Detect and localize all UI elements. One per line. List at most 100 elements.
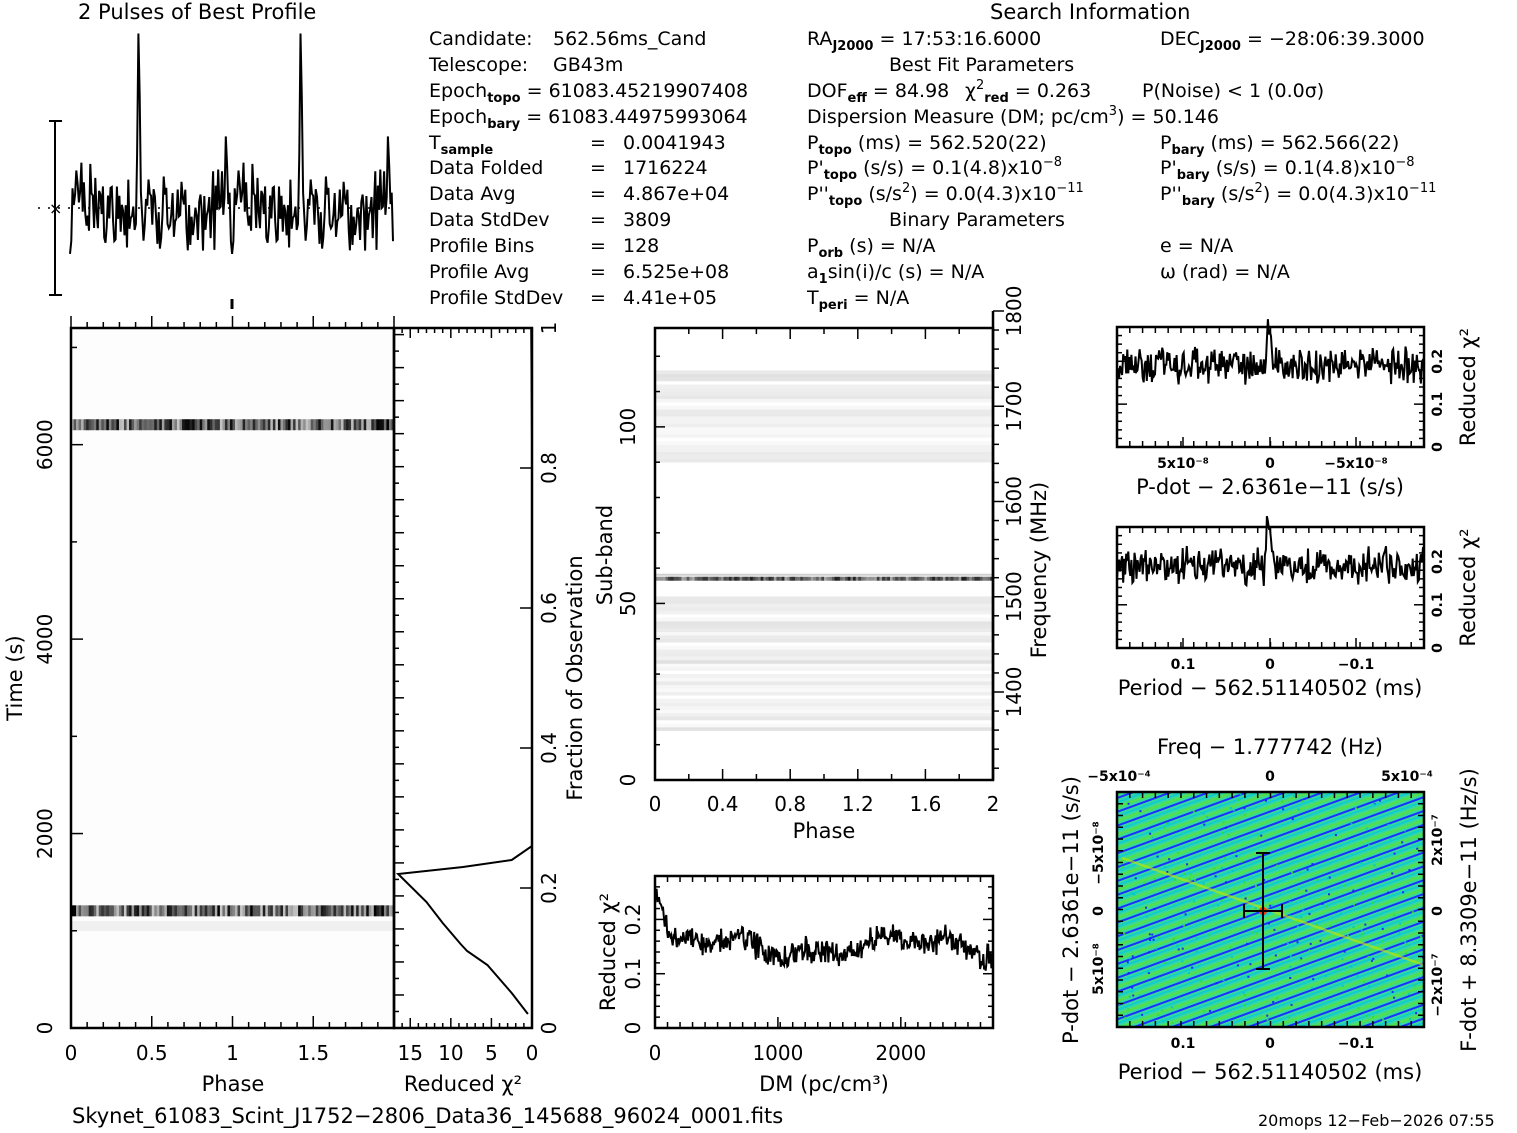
heatmap-cell bbox=[1151, 933, 1154, 936]
heatmap-cell bbox=[1193, 900, 1196, 903]
heatmap-cell bbox=[335, 419, 339, 431]
y-tick-label: 6000 bbox=[33, 419, 57, 470]
heatmap-cell bbox=[353, 905, 357, 917]
bright-subband-cell bbox=[919, 576, 923, 581]
heatmap-cell bbox=[1168, 858, 1171, 861]
heatmap-cell bbox=[250, 905, 253, 917]
heatmap-cell bbox=[194, 905, 198, 917]
heatmap-cell bbox=[199, 419, 203, 431]
x-tick-label: 1 bbox=[226, 1041, 239, 1065]
heatmap-cell bbox=[202, 419, 206, 431]
heatmap-cell bbox=[267, 419, 271, 431]
heatmap-cell bbox=[1381, 927, 1384, 930]
subband-row bbox=[656, 573, 992, 576]
heatmap-cell bbox=[1184, 873, 1187, 876]
heatmap-cell bbox=[1368, 985, 1371, 988]
heatmap-cell bbox=[1386, 974, 1389, 977]
heatmap-cell bbox=[108, 419, 112, 431]
heatmap-cell bbox=[1287, 942, 1290, 945]
subband-row bbox=[656, 441, 992, 445]
bright-subband-cell bbox=[824, 576, 827, 581]
heatmap-cell bbox=[1404, 829, 1407, 832]
bright-subband-cell bbox=[678, 576, 682, 581]
bright-subband-cell bbox=[948, 576, 952, 581]
heatmap-cell bbox=[129, 419, 132, 431]
heatmap-cell bbox=[1221, 831, 1224, 834]
heatmap-cell bbox=[116, 419, 120, 431]
heatmap-cell bbox=[373, 419, 377, 431]
subband-row bbox=[656, 681, 992, 685]
heatmap-cell bbox=[358, 905, 362, 917]
heatmap-cell bbox=[86, 905, 89, 917]
bright-subband-cell bbox=[961, 576, 965, 581]
dispersion-measure: Dispersion Measure (DM; pc/cm3) = 50.146 bbox=[807, 104, 1219, 128]
subband-row bbox=[656, 430, 992, 435]
subband-row bbox=[656, 416, 992, 421]
heatmap-cell bbox=[1123, 932, 1126, 935]
heatmap-cell bbox=[151, 419, 155, 431]
heatmap-cell bbox=[1128, 995, 1131, 998]
heatmap-cell bbox=[207, 905, 211, 917]
bright-subband-cell bbox=[765, 576, 769, 581]
heatmap-cell bbox=[187, 419, 190, 431]
data-folded-label: Data Folded bbox=[429, 157, 544, 179]
heatmap-cell bbox=[333, 419, 337, 431]
heatmap-cell bbox=[1224, 826, 1227, 829]
heatmap-cell bbox=[265, 419, 269, 431]
heatmap-cell bbox=[123, 905, 127, 917]
heatmap-cell bbox=[1316, 878, 1319, 881]
bright-subband-cell bbox=[802, 576, 806, 581]
heatmap-cell bbox=[1265, 799, 1268, 802]
heatmap-cell bbox=[1274, 954, 1277, 957]
heatmap-cell bbox=[202, 905, 206, 917]
heatmap-cell bbox=[1249, 963, 1252, 966]
heatmap-cell bbox=[305, 905, 309, 917]
heatmap-cell bbox=[333, 905, 337, 917]
heatmap-cell bbox=[1263, 878, 1266, 881]
heatmap-cell bbox=[262, 905, 266, 917]
x-tick-label: 0 bbox=[1265, 657, 1275, 673]
heatmap-cell bbox=[154, 905, 158, 917]
heatmap-cell bbox=[1311, 863, 1314, 866]
bright-subband-cell bbox=[684, 576, 687, 581]
bright-subband-cell bbox=[707, 576, 711, 581]
x-tick-label: 0.4 bbox=[707, 792, 739, 816]
subband-row bbox=[656, 599, 992, 604]
y-tick-label: 4000 bbox=[33, 614, 57, 665]
subband-row bbox=[656, 638, 992, 643]
tsample-value: 0.0041943 bbox=[623, 132, 726, 154]
heatmap-cell bbox=[1243, 881, 1246, 884]
bright-subband-cell bbox=[969, 576, 973, 581]
heatmap-cell bbox=[227, 905, 231, 917]
heatmap-cell bbox=[1311, 986, 1314, 989]
bright-subband-cell bbox=[890, 576, 893, 581]
subband-row bbox=[656, 727, 992, 731]
a1sini: a1sin(i)/c (s) = N/A bbox=[807, 261, 985, 287]
subband-row bbox=[656, 603, 992, 608]
heatmap-cell bbox=[300, 419, 304, 431]
heatmap-cell bbox=[93, 419, 97, 431]
p-pdot-plane-plot: 0.1 0 −0.1 −5x10⁻⁴ 0 5x10⁻⁴ −5x10⁻⁸ 0 5x10⁻⁸ 2x10… bbox=[1059, 735, 1481, 1084]
heatmap-cell bbox=[156, 419, 160, 431]
data-stddev-value: 3809 bbox=[623, 209, 672, 231]
heatmap-cell bbox=[1406, 943, 1409, 946]
bright-subband-cell bbox=[842, 576, 846, 581]
epoch-bary: Epochbary = 61083.44975993064 bbox=[429, 106, 748, 131]
heatmap-cell bbox=[1217, 794, 1220, 797]
profile-bins-eq: = bbox=[590, 235, 606, 257]
heatmap-cell bbox=[1371, 880, 1374, 883]
heatmap-cell bbox=[1165, 822, 1168, 825]
heatmap-cell bbox=[1312, 978, 1315, 981]
heatmap-cell bbox=[338, 419, 342, 431]
x-tick-label: 1.5 bbox=[297, 1041, 329, 1065]
heatmap-cell bbox=[348, 419, 352, 431]
heatmap-cell bbox=[1296, 925, 1299, 928]
y2-tick-label: 0 bbox=[1430, 906, 1446, 916]
heatmap-cell bbox=[388, 905, 392, 917]
x-tick-label: 2 bbox=[987, 792, 1000, 816]
bright-subband-cell bbox=[702, 576, 706, 581]
heatmap-cell bbox=[1174, 878, 1177, 881]
subband-row bbox=[656, 419, 992, 424]
heatmap-cell bbox=[1308, 949, 1311, 952]
bright-subband-cell bbox=[884, 576, 888, 581]
